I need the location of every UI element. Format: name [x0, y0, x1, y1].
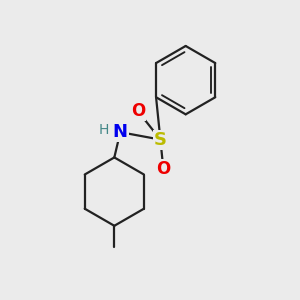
Text: O: O: [156, 160, 170, 178]
Text: S: S: [154, 130, 167, 148]
Text: H: H: [99, 123, 109, 137]
Text: O: O: [131, 102, 145, 120]
Text: N: N: [113, 123, 128, 141]
